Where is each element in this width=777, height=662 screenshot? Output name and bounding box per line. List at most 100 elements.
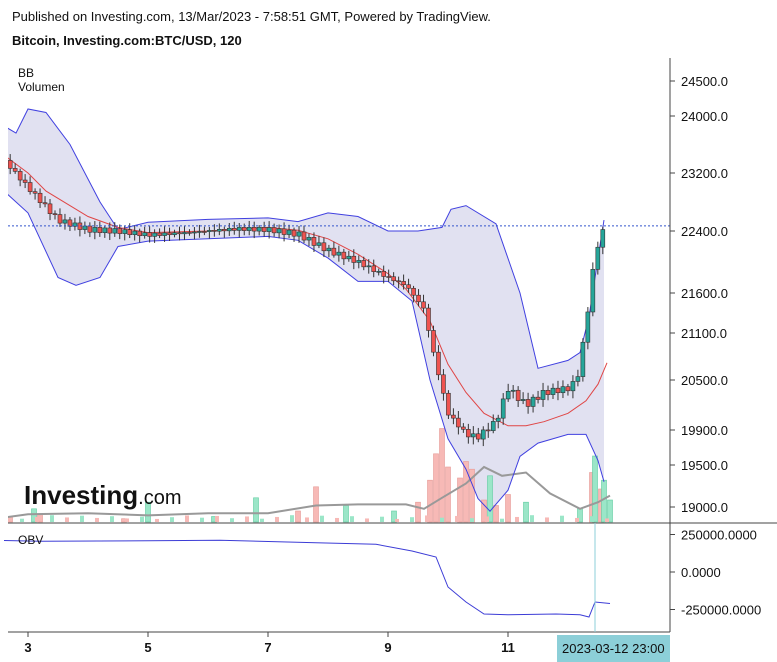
candle-body-81 [406,284,411,289]
investing-logo: Investing.com [24,480,181,511]
candle-body-63 [316,242,322,246]
candle-body-95 [475,433,481,440]
bb-lower-line [8,194,605,512]
volume-bar-small [485,516,489,522]
volume-bar-down-7 [433,453,439,523]
volume-bar-small [275,516,279,522]
volume-bar-small [80,515,84,522]
bb-upper-line [8,108,605,369]
volume-bar-small [365,518,369,522]
volume-bar-small [185,515,189,522]
price-tick-label-4: 21600.0 [681,286,728,301]
volume-bar-up-4 [343,505,349,523]
price-tick-label-3: 22400.0 [681,224,728,239]
volume-bar-small [50,515,54,522]
time-tick-label-3: 9 [384,640,391,655]
volume-bar-small [395,518,399,522]
volume-bar-small [65,517,69,522]
candle-body-79 [396,280,401,283]
candle-body-76 [381,271,386,277]
candle-body-69 [346,255,352,260]
volume-bar-up-9 [592,455,598,523]
volume-bar-small [170,517,174,522]
volume-bar-down-14 [493,505,499,523]
candle-body-89 [446,392,451,416]
candle-body-26 [132,230,137,235]
candle-body-85 [426,307,431,331]
candle-body-47 [236,227,242,231]
volume-bar-small [575,517,579,522]
candle-body-46 [231,227,237,231]
candle-body-3 [17,171,23,181]
volume-bar-up-5 [391,510,397,523]
volume-bar-small [470,518,474,522]
candle-body-25 [127,229,132,235]
candle-body-103 [515,389,521,401]
volume-bar-small [605,518,609,522]
price-tick-label-5: 21100.0 [681,326,727,341]
volume-bar-small [455,515,459,522]
candle-body-49 [246,227,252,231]
candle-body-22 [112,228,118,234]
crosshair-date-label: 2023-03-12 23:00 [562,641,665,656]
candle-body-83 [416,294,421,303]
candle-body-36 [182,232,187,235]
volume-bar-down-11 [463,461,469,523]
volume-bar-down-3 [295,510,301,523]
candle-body-41 [207,230,212,232]
volume-bar-small [410,517,414,522]
candle-body-90 [451,414,456,419]
candle-body-27 [137,230,142,237]
candle-body-107 [535,396,541,400]
candle-body-101 [505,391,511,400]
symbol-title: Bitcoin, Investing.com:BTC/USD, 120 [12,33,242,48]
logo-word: Investing [24,480,139,510]
volume-bar-down-6 [427,479,433,523]
bb-fill [8,109,604,512]
candle-body-119 [595,246,601,270]
volume-bar-small [350,516,354,522]
logo-suffix: .com [138,487,182,509]
candle-body-58 [291,229,297,237]
time-tick-label-1: 5 [144,640,151,655]
candle-body-20 [102,227,108,234]
volume-bar-small [335,517,339,522]
volume-bar-small [95,517,99,522]
candle-body-84 [421,301,426,309]
candle-body-32 [162,232,167,236]
candle-body-37 [187,232,192,234]
volume-bar-small [260,518,264,522]
candle-body-114 [570,381,576,392]
bb-legend: BB [18,66,35,80]
volume-bar-small [500,518,504,522]
candle-body-87 [436,351,441,376]
candle-body-77 [386,276,391,278]
volume-bar-small [530,515,534,522]
candle-body-7 [37,192,43,203]
candle-body-115 [575,376,581,382]
candle-body-60 [301,231,307,241]
volume-bar-up-11 [607,499,613,523]
volume-bar-down-4 [313,486,319,523]
obv-line [3,539,611,618]
candle-body-62 [311,237,317,246]
volume-bar-small [125,518,129,522]
price-tick-label-9: 19000.0 [681,500,728,515]
candle-body-64 [321,242,327,252]
candle-body-74 [371,265,377,272]
candle-body-98 [490,421,496,431]
obv-plot [3,539,611,618]
candle-body-5 [27,182,33,192]
candle-body-117 [585,311,591,343]
candle-body-118 [590,269,596,313]
candle-body-2 [12,168,18,172]
volume-bar-up-10 [601,479,607,523]
volume-bar-small [545,517,549,522]
candle-body-92 [461,426,466,430]
candle-body-54 [271,227,277,234]
candle-body-61 [306,237,312,241]
candle-body-71 [356,260,362,263]
time-tick-label-2: 7 [264,640,271,655]
candle-body-67 [336,251,342,256]
